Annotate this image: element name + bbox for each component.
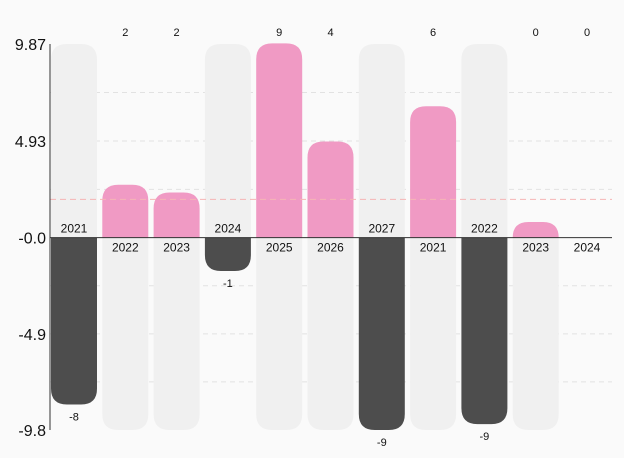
bar-track bbox=[102, 237, 149, 430]
category-label: 2022 bbox=[471, 222, 498, 236]
bar bbox=[153, 192, 200, 238]
category-label: 2023 bbox=[522, 241, 549, 255]
value-label: -9 bbox=[480, 431, 490, 443]
value-label: 2 bbox=[122, 27, 128, 39]
value-label: -8 bbox=[69, 411, 79, 423]
value-label: 6 bbox=[430, 27, 436, 39]
category-label: 2023 bbox=[163, 241, 190, 255]
category-label: 2025 bbox=[266, 241, 293, 255]
y-tick-label: -0.0 bbox=[18, 231, 46, 248]
value-label: 9 bbox=[276, 27, 282, 39]
axes: 9.87 4.93 -0.0 -4.9 -9.8 bbox=[15, 37, 612, 440]
y-tick-label: -9.8 bbox=[18, 423, 46, 440]
y-tick-label: 4.93 bbox=[15, 134, 46, 151]
bar-track bbox=[461, 44, 508, 238]
bar-track bbox=[410, 237, 457, 430]
value-label: -9 bbox=[377, 437, 387, 449]
value-label: 2 bbox=[174, 27, 180, 39]
category-label: 2026 bbox=[317, 241, 344, 255]
category-label: 2024 bbox=[574, 241, 601, 255]
bar bbox=[461, 237, 508, 425]
category-label: 2024 bbox=[215, 222, 242, 236]
bar bbox=[204, 237, 251, 272]
y-tick-label: 9.87 bbox=[15, 37, 46, 54]
bar bbox=[51, 237, 97, 405]
category-label: 2021 bbox=[420, 241, 447, 255]
bar-tracks bbox=[51, 44, 559, 430]
value-label: -1 bbox=[223, 278, 233, 290]
category-label: 2027 bbox=[368, 222, 395, 236]
bar bbox=[256, 43, 303, 238]
category-label: 2022 bbox=[112, 241, 139, 255]
bar bbox=[410, 106, 457, 238]
bar-track bbox=[512, 237, 559, 430]
bar bbox=[358, 237, 405, 430]
bars bbox=[51, 43, 559, 430]
bar-track bbox=[307, 237, 354, 430]
bar-track bbox=[204, 44, 251, 238]
bar-track bbox=[51, 44, 97, 238]
bar bbox=[102, 184, 149, 238]
bar-track bbox=[153, 237, 200, 430]
value-label: 4 bbox=[327, 27, 333, 39]
bar bbox=[307, 141, 354, 238]
labels: 2021 -8 2022 2 2023 2 2024 -1 2025 9 2026 4 2027 -9 20… bbox=[61, 27, 601, 449]
value-label: 0 bbox=[533, 27, 539, 39]
value-label: 0 bbox=[584, 27, 590, 39]
y-tick-label: -4.9 bbox=[18, 327, 46, 344]
bar bbox=[512, 221, 559, 238]
bar-track bbox=[358, 44, 405, 238]
category-label: 2021 bbox=[61, 222, 88, 236]
bar-track bbox=[256, 237, 303, 430]
